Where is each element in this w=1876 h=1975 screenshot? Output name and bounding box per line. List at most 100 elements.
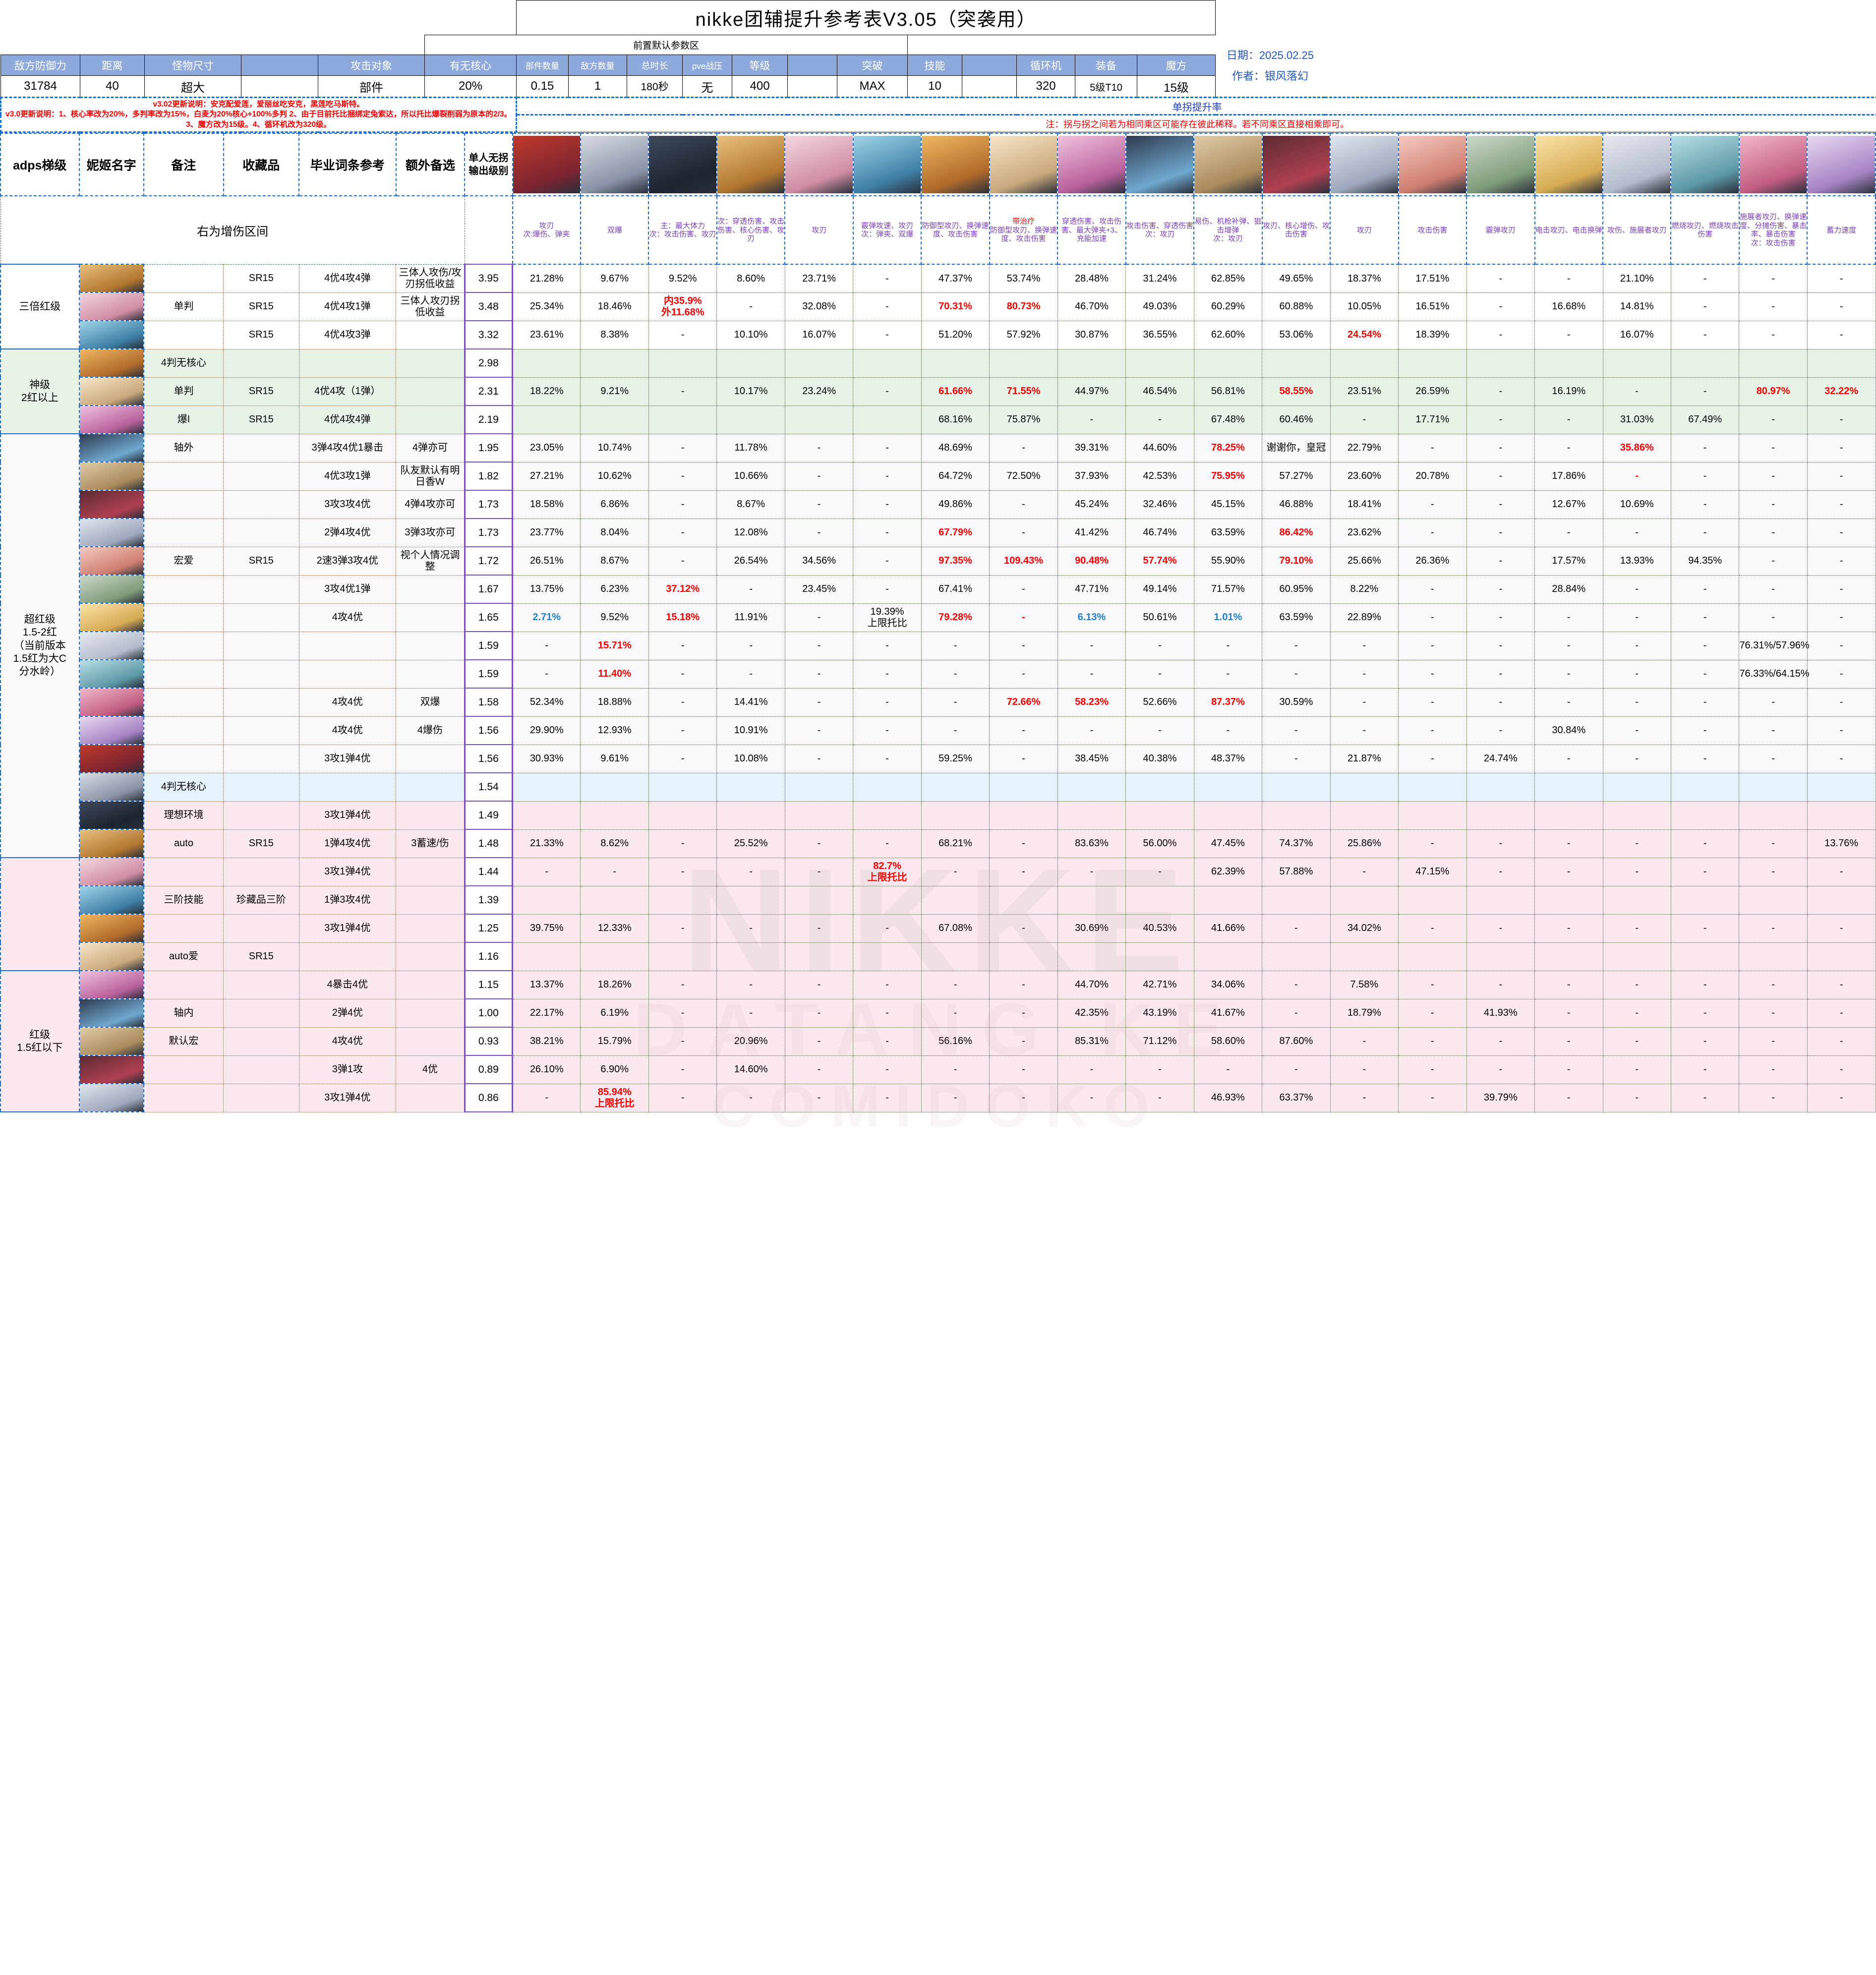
table-row: auto SR15 1弹4攻4优 3蓄速/伤 1.48 21.33% 8.62% -25.52…: [0, 829, 1876, 859]
nikke-portrait[interactable]: [78, 546, 144, 576]
row-note: 理想环境: [143, 801, 224, 830]
buff-value-cell: -: [1125, 1084, 1194, 1112]
buff-value-cell: -: [648, 999, 717, 1028]
nikke-portrait[interactable]: [78, 1055, 144, 1085]
buff-value-cell: -: [1807, 745, 1876, 773]
buff-character-portrait-cell-6[interactable]: [921, 133, 990, 197]
buff-value-cell: -: [785, 858, 854, 886]
buff-value-cell: -: [1125, 1055, 1194, 1084]
row-extra-option: 4弹4攻亦可: [396, 490, 465, 519]
buff-value-cell: -: [1807, 858, 1876, 886]
buff-character-portrait-cell-19[interactable]: [1807, 133, 1876, 197]
character-portrait: [79, 1084, 143, 1112]
buff-character-portrait-cell-13[interactable]: [1398, 133, 1467, 197]
output-level-value: 1.73: [464, 490, 514, 520]
buff-value-cell: 67.08%: [921, 914, 990, 943]
buff-character-portrait-cell-7[interactable]: [989, 133, 1058, 197]
buff-value-cell: 30.84%: [1534, 716, 1603, 745]
nikke-portrait[interactable]: [78, 405, 144, 435]
buff-value-cell: -: [1671, 1027, 1740, 1056]
nikke-portrait[interactable]: [78, 716, 144, 746]
nikke-portrait[interactable]: [78, 462, 144, 491]
buff-character-portrait-cell-1[interactable]: [580, 133, 649, 197]
buff-value-cell: -: [989, 660, 1058, 689]
buff-value-cell: [1125, 773, 1194, 802]
buff-character-portrait-cell-0[interactable]: [512, 133, 581, 197]
buff-value-cell: -: [716, 858, 785, 886]
buff-value-cell: [1534, 349, 1603, 378]
row-note: [143, 858, 224, 886]
buff-character-portrait-cell-5[interactable]: [852, 133, 922, 197]
nikke-portrait[interactable]: [78, 292, 144, 322]
nikke-portrait[interactable]: [78, 744, 144, 774]
buff-character-portrait-cell-4[interactable]: [784, 133, 854, 197]
buff-value-cell: [989, 886, 1058, 915]
nikke-portrait[interactable]: [78, 377, 144, 407]
nikke-portrait[interactable]: [78, 857, 144, 887]
table-row: 爆I SR15 4优4攻4弹 2.19 68.16% 75.87% - -67.48% 60.4…: [0, 405, 1876, 435]
nikke-portrait[interactable]: [78, 349, 144, 378]
buff-value-cell: -: [1603, 377, 1671, 406]
date-text: 日期：2025.02.25: [1226, 49, 1314, 61]
buff-character-portrait-cell-16[interactable]: [1602, 133, 1672, 197]
buff-value-cell: -: [989, 971, 1058, 999]
row-graduation-stats: 4暴击4优: [299, 971, 397, 999]
buff-value-cell: -: [1671, 858, 1740, 886]
nikke-portrait[interactable]: [78, 603, 144, 633]
row-extra-option: [396, 377, 465, 406]
nikke-portrait[interactable]: [78, 885, 144, 915]
nikke-portrait[interactable]: [78, 688, 144, 717]
nikke-portrait[interactable]: [78, 320, 144, 350]
buff-value-cell: -: [1807, 999, 1876, 1028]
buff-character-portrait-cell-14[interactable]: [1466, 133, 1535, 197]
buff-value-cell: 109.43%: [989, 547, 1058, 576]
buff-character-portrait-cell-18[interactable]: [1738, 133, 1808, 197]
buff-value-cell: [1739, 349, 1808, 378]
nikke-portrait[interactable]: [78, 970, 144, 1000]
buff-character-portrait-cell-17[interactable]: [1670, 133, 1740, 197]
row-extra-option: [396, 773, 465, 802]
buff-value-cell: -: [1398, 914, 1467, 943]
nikke-portrait[interactable]: [78, 801, 144, 830]
table-row: 1.59-15.71% - - - - - - - - - - - - - - - -76.31%/57.96%…: [0, 631, 1876, 661]
row-graduation-stats: 4优4攻4弹: [299, 406, 397, 434]
buff-character-portrait-cell-2[interactable]: [648, 133, 717, 197]
buff-value-cell: -: [1125, 660, 1194, 689]
buff-character-portrait-cell-15[interactable]: [1534, 133, 1604, 197]
buff-value-cell: [580, 942, 649, 971]
nikke-portrait[interactable]: [78, 631, 144, 661]
nikke-portrait[interactable]: [78, 772, 144, 802]
buff-value-cell: 52.66%: [1125, 688, 1194, 717]
buff-character-portrait-cell-9[interactable]: [1125, 133, 1195, 197]
nikke-portrait[interactable]: [78, 998, 144, 1028]
buff-value-cell: 32.08%: [785, 292, 854, 321]
buff-value-cell: 35.86%: [1603, 434, 1671, 463]
nikke-portrait[interactable]: [78, 914, 144, 943]
buff-character-portrait-cell-3[interactable]: [716, 133, 786, 197]
row-graduation-stats: 4优4攻1弹: [299, 292, 397, 321]
buff-character-portrait-cell-10[interactable]: [1193, 133, 1263, 197]
buff-character-portrait-cell-8[interactable]: [1057, 133, 1126, 197]
buff-value-cell: -: [1057, 660, 1126, 689]
nikke-portrait[interactable]: [78, 575, 144, 604]
nikke-portrait[interactable]: [78, 659, 144, 689]
buff-character-portrait-cell-11[interactable]: [1261, 133, 1331, 197]
nikke-portrait[interactable]: [78, 490, 144, 520]
nikke-portrait[interactable]: [78, 1083, 144, 1113]
buff-value-cell: 57.27%: [1262, 462, 1331, 491]
row-note: [143, 1084, 224, 1112]
nikke-portrait[interactable]: [78, 264, 144, 293]
buff-value-cell: 44.70%: [1057, 971, 1126, 999]
buff-value-cell: 8.22%: [1330, 575, 1399, 604]
row-note: [143, 745, 224, 773]
buff-value-cell: -: [716, 999, 785, 1028]
buff-value-cell: 6.13%: [1057, 603, 1126, 632]
buff-character-portrait-cell-12[interactable]: [1330, 133, 1399, 197]
buff-value-cell: [1534, 886, 1603, 915]
nikke-portrait[interactable]: [78, 829, 144, 859]
nikke-portrait[interactable]: [78, 433, 144, 463]
nikke-portrait[interactable]: [78, 942, 144, 972]
nikke-portrait[interactable]: [78, 518, 144, 548]
buff-value-cell: -: [1671, 377, 1740, 406]
nikke-portrait[interactable]: [78, 1027, 144, 1056]
